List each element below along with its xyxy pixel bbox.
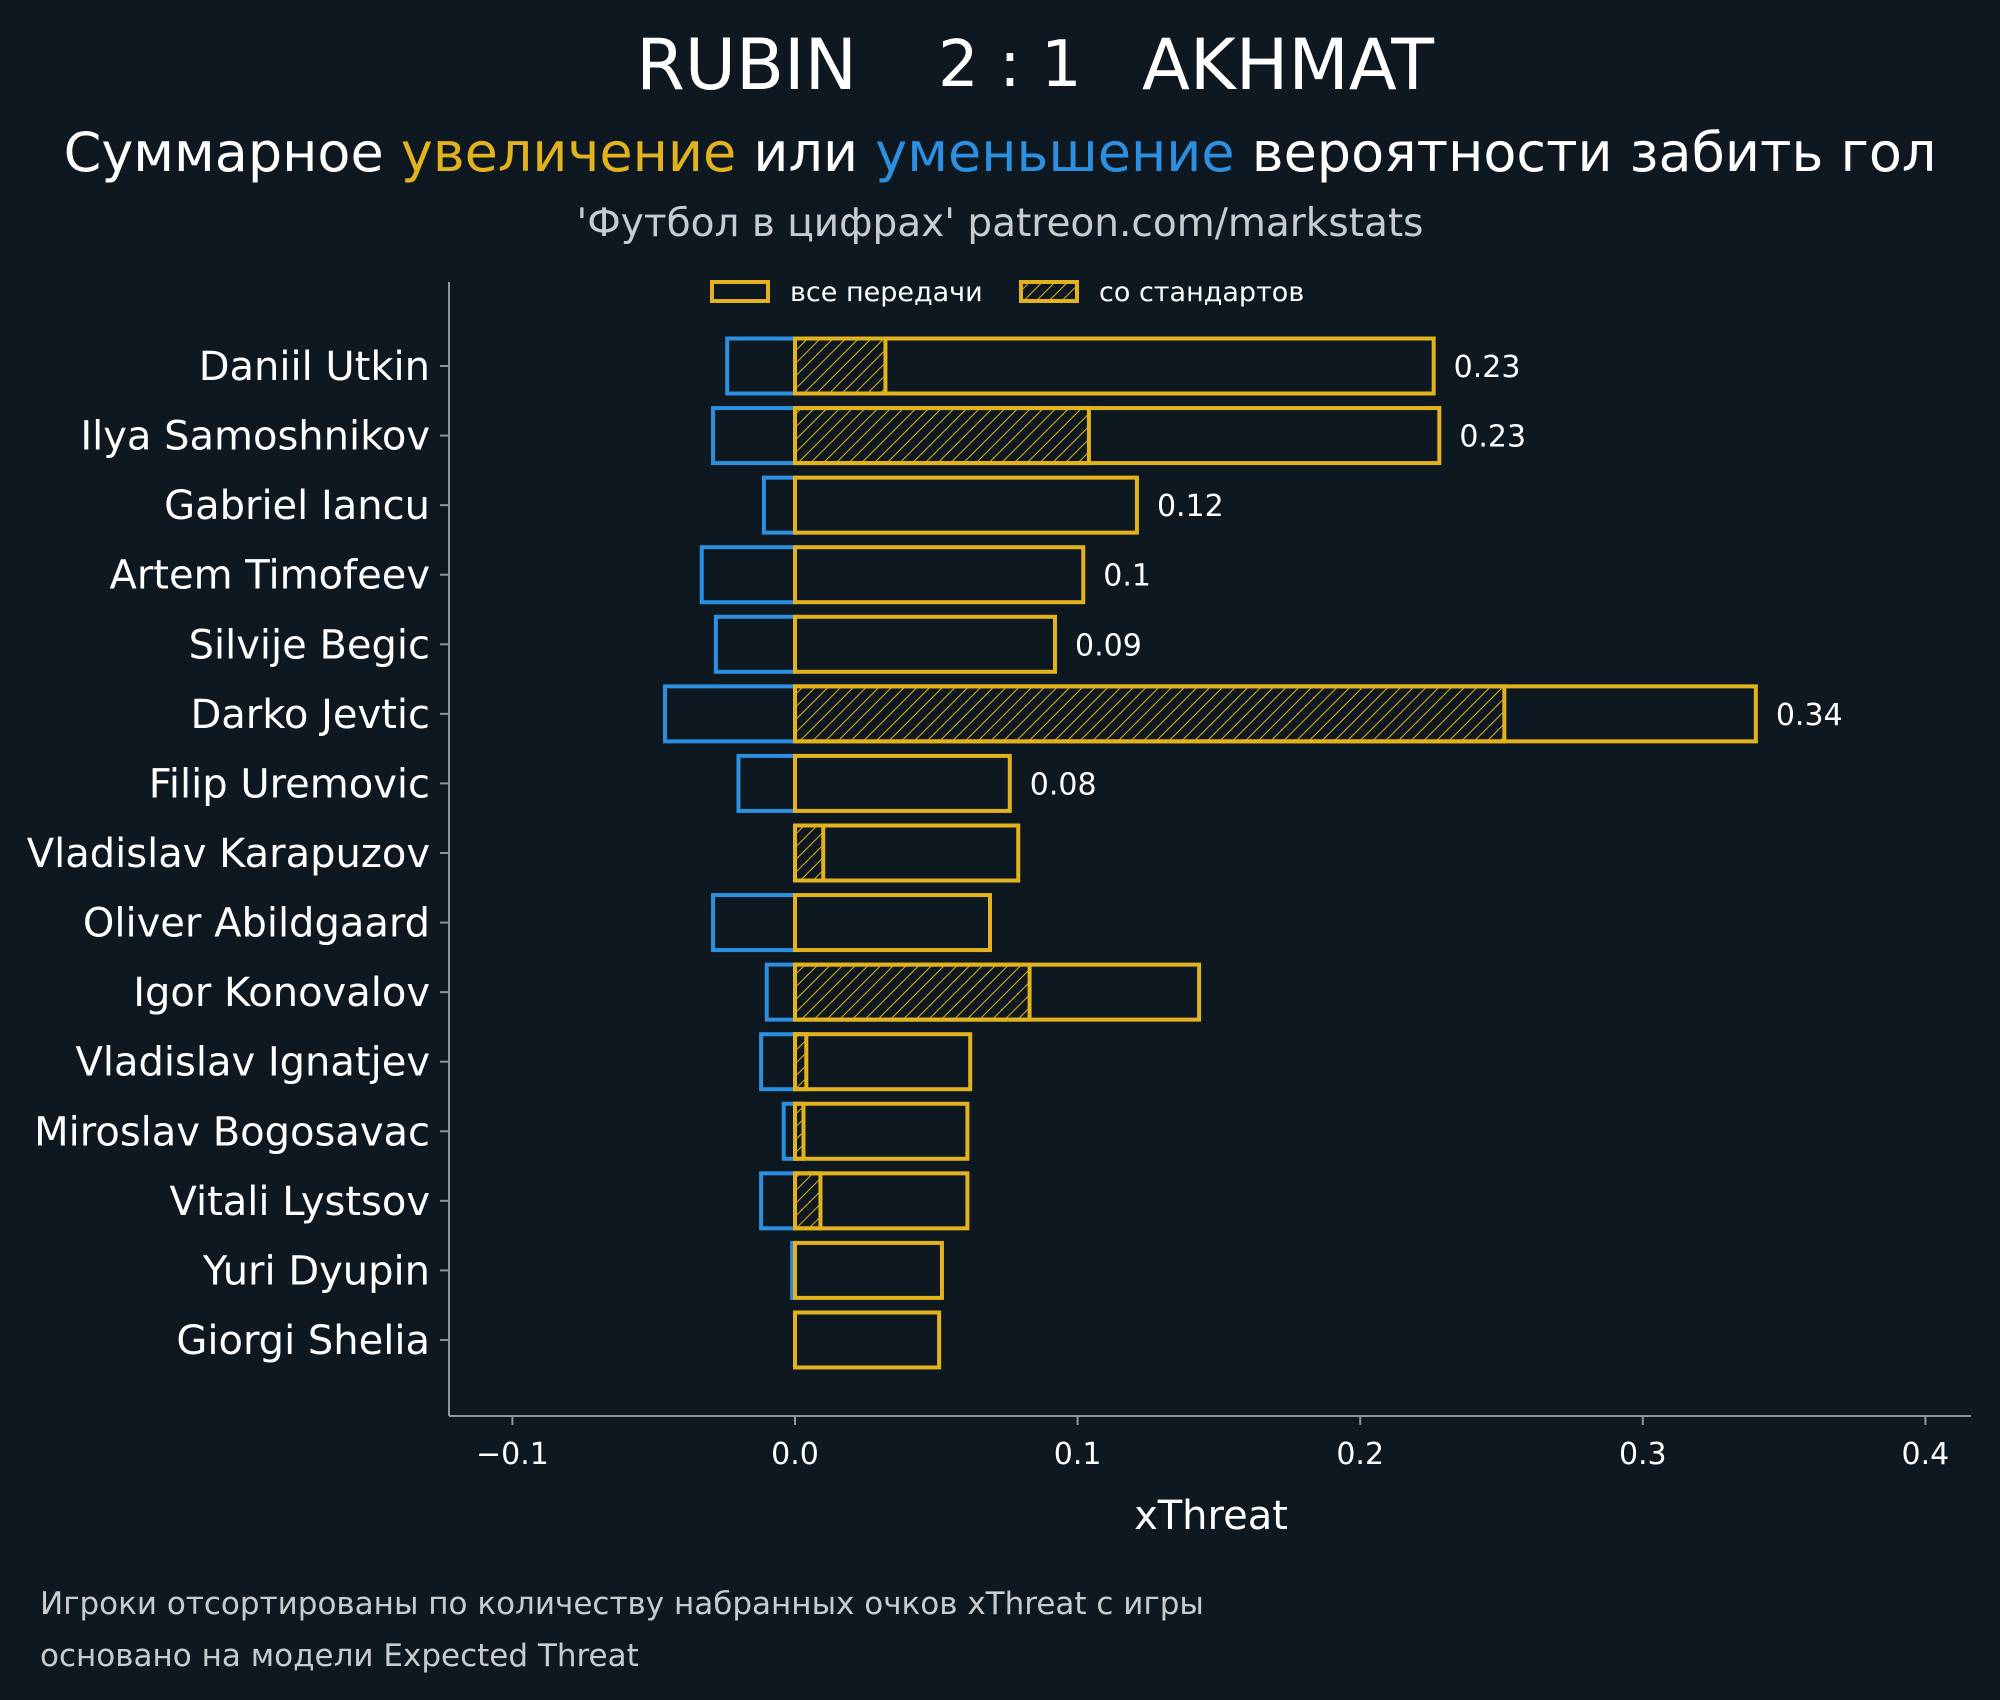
match-score: 2 : 1 bbox=[938, 28, 1082, 102]
y-tick-label: Igor Konovalov bbox=[133, 970, 430, 1016]
decrease-bar bbox=[725, 336, 798, 396]
y-tick-label: Gabriel Iancu bbox=[164, 483, 430, 529]
total-bar bbox=[793, 406, 1442, 466]
y-tick-label: Silvije Begic bbox=[189, 622, 430, 668]
x-tick-label: 0.1 bbox=[1054, 1437, 1102, 1472]
total-bar bbox=[793, 1240, 944, 1300]
chart-axes: Daniil Utkin Ilya Samoshnikov Gabriel Ianc… bbox=[27, 282, 1971, 1539]
value-label: 0.12 bbox=[1157, 489, 1224, 524]
subtitle-post: вероятности забить гол bbox=[1234, 121, 1937, 184]
y-tick-label: Vladislav Karapuzov bbox=[27, 831, 430, 877]
value-label: 0.34 bbox=[1776, 698, 1843, 733]
legend-label-all-passes: все передачи bbox=[790, 277, 983, 308]
total-bar bbox=[793, 614, 1057, 674]
decrease-bar bbox=[711, 406, 798, 466]
x-axis-label: xThreat bbox=[1134, 1493, 1288, 1539]
decrease-bar bbox=[764, 962, 797, 1022]
value-label: 0.09 bbox=[1075, 628, 1142, 663]
total-bar bbox=[793, 823, 1021, 883]
x-tick-label: −0.1 bbox=[476, 1437, 549, 1472]
decrease-bar bbox=[759, 1171, 798, 1231]
set-piece-bar bbox=[793, 406, 1091, 466]
y-tick-label: Artem Timofeev bbox=[109, 553, 430, 599]
legend: все передачи со стандартов bbox=[710, 277, 1304, 308]
decrease-bar bbox=[713, 614, 798, 674]
decrease-bar bbox=[759, 1032, 798, 1092]
total-bar bbox=[793, 475, 1139, 535]
total-bar bbox=[793, 1310, 942, 1370]
decrease-bar bbox=[761, 475, 798, 535]
subtitle-decrease: уменьшение bbox=[875, 121, 1235, 184]
x-tick-label: 0.0 bbox=[771, 1437, 819, 1472]
y-tick-label: Daniil Utkin bbox=[199, 344, 430, 390]
value-label: 0.08 bbox=[1030, 767, 1097, 802]
set-piece-bar bbox=[793, 1171, 823, 1231]
y-tick-label: Vitali Lystsov bbox=[169, 1179, 430, 1225]
subtitle-increase: увеличение bbox=[400, 121, 737, 184]
set-piece-bar bbox=[793, 962, 1032, 1022]
home-team: RUBIN bbox=[636, 24, 857, 106]
legend-swatch-set-pieces bbox=[1019, 280, 1079, 303]
total-bar bbox=[793, 893, 992, 953]
subtitle-mid: или bbox=[736, 121, 876, 184]
value-label: 0.23 bbox=[1459, 420, 1526, 455]
y-tick-label: Ilya Samoshnikov bbox=[80, 414, 430, 460]
y-tick-label: Vladislav Ignatjev bbox=[76, 1040, 430, 1086]
away-team: AKHMAT bbox=[1142, 24, 1435, 106]
chart-subtitle: Суммарное увеличение или уменьшение веро… bbox=[0, 118, 2000, 188]
subtitle-pre: Суммарное bbox=[63, 121, 401, 184]
total-bar bbox=[793, 962, 1202, 1022]
y-tick-label: Yuri Dyupin bbox=[202, 1248, 430, 1294]
value-label: 0.1 bbox=[1103, 559, 1151, 594]
set-piece-bar bbox=[793, 823, 826, 883]
legend-label-set-pieces: со стандартов bbox=[1099, 277, 1304, 308]
y-tick-label: Giorgi Shelia bbox=[176, 1318, 430, 1364]
total-bar bbox=[793, 545, 1086, 605]
set-piece-bar bbox=[793, 684, 1507, 744]
chart-marks: 0.23 0.23 0.120.1 0.09 0.34 0.08 bbox=[663, 336, 1843, 1370]
x-tick-label: 0.2 bbox=[1336, 1437, 1384, 1472]
y-tick-label: Miroslav Bogosavac bbox=[34, 1109, 430, 1155]
credit-line: 'Футбол в цифрах' patreon.com/markstats bbox=[576, 201, 1424, 246]
y-tick-label: Filip Uremovic bbox=[149, 761, 430, 807]
x-tick-label: 0.3 bbox=[1619, 1437, 1667, 1472]
footnote-model: основано на модели Expected Threat bbox=[40, 1638, 639, 1674]
decrease-bar bbox=[663, 684, 798, 744]
footnote-sorting: Игроки отсортированы по количеству набра… bbox=[40, 1586, 1204, 1622]
set-piece-bar bbox=[793, 336, 888, 396]
total-bar bbox=[793, 753, 1012, 813]
legend-swatch-all-passes bbox=[710, 280, 770, 303]
y-tick-label: Oliver Abildgaard bbox=[83, 901, 430, 947]
value-label: 0.23 bbox=[1454, 350, 1521, 385]
decrease-bar bbox=[699, 545, 798, 605]
match-title: RUBIN 2 : 1 AKHMAT bbox=[0, 20, 2000, 110]
decrease-bar bbox=[711, 893, 798, 953]
total-bar bbox=[793, 1171, 970, 1231]
total-bar bbox=[793, 1101, 970, 1161]
total-bar bbox=[793, 1032, 973, 1092]
y-tick-label: Darko Jevtic bbox=[190, 692, 430, 738]
decrease-bar bbox=[736, 753, 797, 813]
x-tick-label: 0.4 bbox=[1902, 1437, 1950, 1472]
total-bar bbox=[793, 336, 1436, 396]
total-bar bbox=[793, 684, 1758, 744]
